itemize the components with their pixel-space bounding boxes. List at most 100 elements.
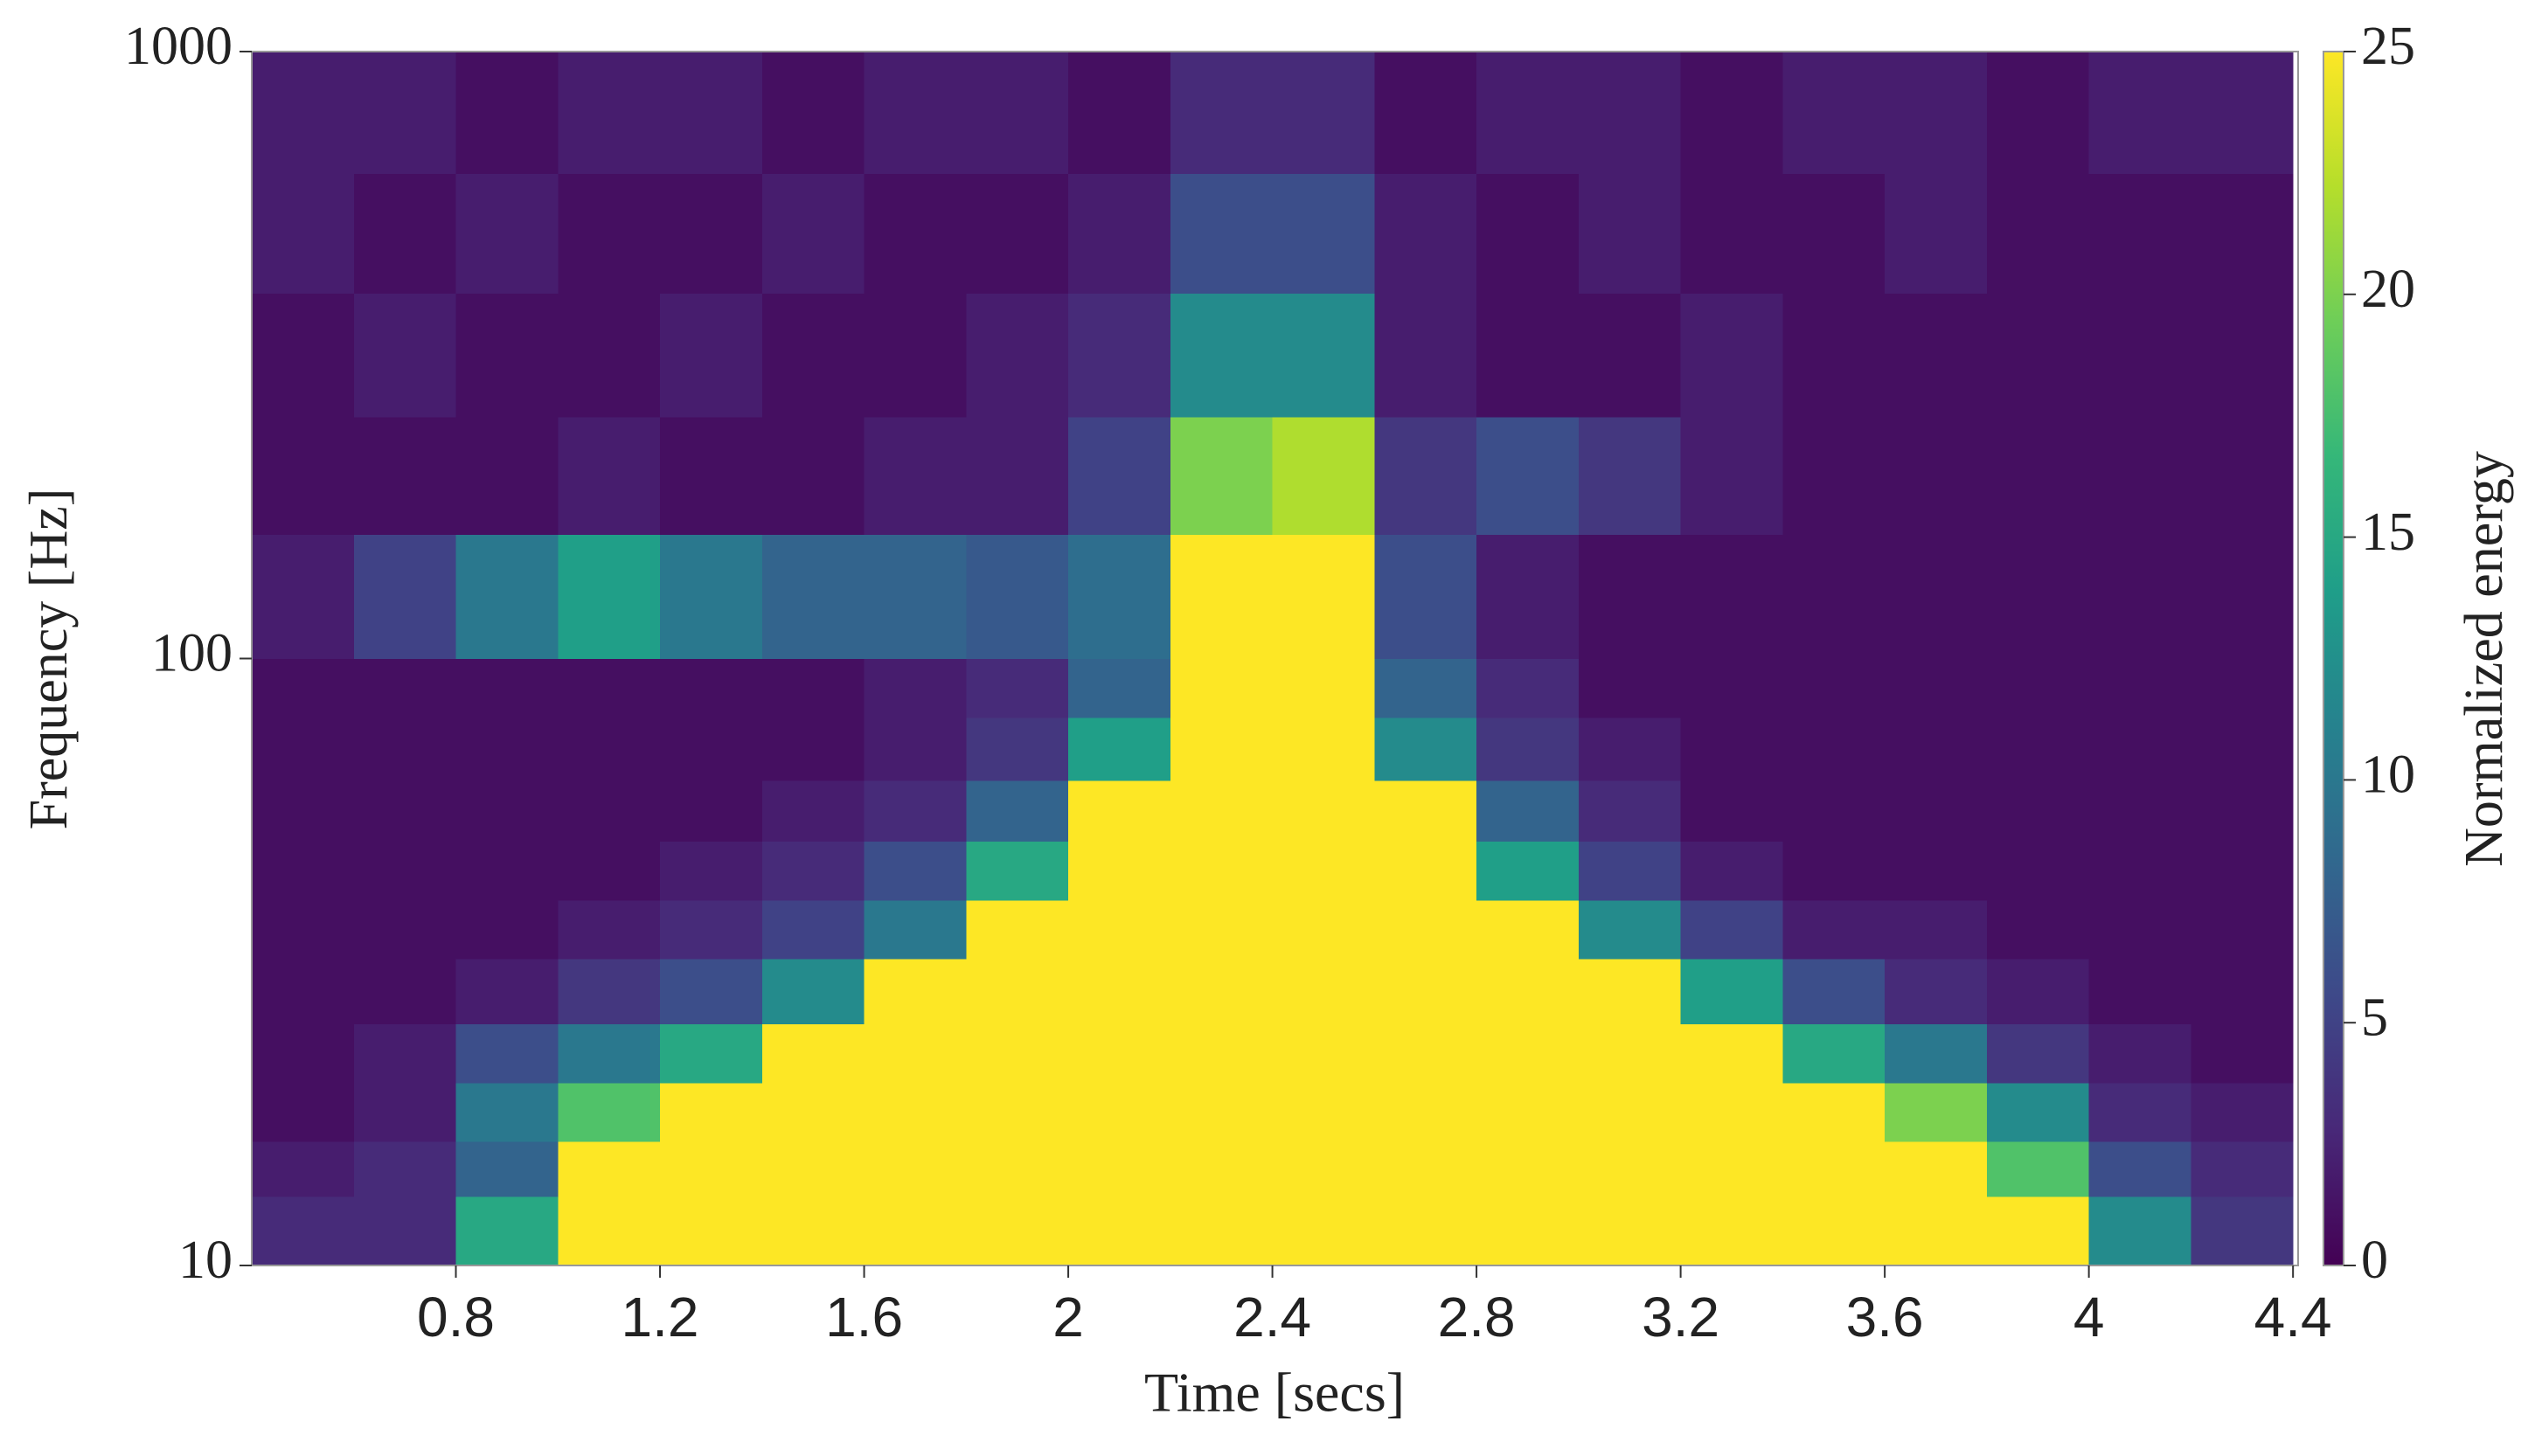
heatmap-cell xyxy=(1170,293,1274,418)
heatmap-cell xyxy=(864,1082,967,1142)
heatmap-cell xyxy=(966,52,1069,174)
heatmap-cell xyxy=(2191,417,2294,536)
heatmap-cell xyxy=(1986,534,2090,659)
heatmap-cell xyxy=(1170,717,1274,781)
heatmap-cell xyxy=(761,52,865,174)
heatmap-cell xyxy=(864,293,967,418)
heatmap-cell xyxy=(1170,780,1274,842)
heatmap-cell xyxy=(1170,959,1274,1025)
heatmap-cell xyxy=(1782,959,1886,1025)
heatmap-cell xyxy=(864,173,967,294)
heatmap-cell xyxy=(1986,52,2090,174)
heatmap-cell xyxy=(1170,658,1274,718)
heatmap-cell xyxy=(353,293,457,418)
heatmap-cell xyxy=(1170,52,1274,174)
heatmap-cell xyxy=(1986,173,2090,294)
heatmap-cell xyxy=(558,417,661,536)
x-tick-label: 3.6 xyxy=(1846,1286,1924,1349)
heatmap-cell xyxy=(252,959,355,1025)
heatmap-cell xyxy=(1068,1141,1171,1197)
heatmap-cell xyxy=(252,417,355,536)
heatmap-cell xyxy=(353,717,457,781)
heatmap-cell xyxy=(1068,173,1171,294)
heatmap-cell xyxy=(1374,1141,1477,1197)
heatmap-cell xyxy=(1272,658,1375,718)
heatmap-cell xyxy=(2088,717,2191,781)
heatmap-cell xyxy=(1885,1082,1988,1142)
heatmap-cell xyxy=(1068,1082,1171,1142)
heatmap-cell xyxy=(1476,52,1580,174)
heatmap-cell xyxy=(1476,959,1580,1025)
heatmap-cell xyxy=(2088,173,2191,294)
heatmap-cell xyxy=(864,780,967,842)
heatmap-cell xyxy=(864,417,967,536)
heatmap-cell xyxy=(558,1082,661,1142)
heatmap-cell xyxy=(761,959,865,1025)
heatmap-cell xyxy=(1782,52,1886,174)
heatmap-cell xyxy=(1680,52,1783,174)
heatmap-cell xyxy=(864,658,967,718)
heatmap-cell xyxy=(1068,899,1171,960)
heatmap-cell xyxy=(455,1082,559,1142)
heatmap-cell xyxy=(761,1141,865,1197)
heatmap-cell xyxy=(1068,534,1171,659)
heatmap-cell xyxy=(1374,959,1477,1025)
heatmap-cell xyxy=(1986,841,2090,901)
heatmap-cell xyxy=(1885,959,1988,1025)
heatmap-cell xyxy=(1986,1082,2090,1142)
heatmap-cell xyxy=(1782,1082,1886,1142)
heatmap-cell xyxy=(1374,717,1477,781)
heatmap-cell xyxy=(1068,959,1171,1025)
heatmap-cell xyxy=(1272,293,1375,418)
heatmap-cell xyxy=(966,841,1069,901)
heatmap-cell xyxy=(1986,417,2090,536)
heatmap-cell xyxy=(864,1023,967,1084)
heatmap-cell xyxy=(1782,717,1886,781)
heatmap-cell xyxy=(1068,1196,1171,1266)
heatmap-cell xyxy=(1170,899,1274,960)
heatmap-cell xyxy=(353,658,457,718)
heatmap-cell xyxy=(1680,658,1783,718)
heatmap-cell xyxy=(2088,841,2191,901)
x-tick-label: 2.8 xyxy=(1438,1286,1516,1349)
heatmap-cell xyxy=(660,1082,763,1142)
heatmap-cell xyxy=(1885,658,1988,718)
heatmap-cell xyxy=(761,293,865,418)
heatmap-cell xyxy=(252,173,355,294)
heatmap-cell xyxy=(1782,658,1886,718)
heatmap-cell xyxy=(2191,841,2294,901)
heatmap-cell xyxy=(660,293,763,418)
colorbar-label: Normalized energy xyxy=(2455,451,2514,867)
heatmap-cell xyxy=(1782,899,1886,960)
heatmap-cell xyxy=(1782,841,1886,901)
colorbar-tick-label: 0 xyxy=(2361,1231,2388,1290)
heatmap-cell xyxy=(761,1196,865,1266)
heatmap-cell xyxy=(252,658,355,718)
heatmap-cell xyxy=(2191,1082,2294,1142)
heatmap-cell xyxy=(966,717,1069,781)
heatmap-cell xyxy=(1986,1023,2090,1084)
heatmap-cell xyxy=(252,52,355,174)
heatmap-cell xyxy=(966,417,1069,536)
heatmap-cell xyxy=(353,1082,457,1142)
x-tick-label: 1.6 xyxy=(825,1286,903,1349)
heatmap-cell xyxy=(1170,841,1274,901)
heatmap-cell xyxy=(1578,780,1682,842)
heatmap-cell xyxy=(1578,173,1682,294)
x-tick-label: 1.2 xyxy=(622,1286,699,1349)
heatmap-cell xyxy=(1374,52,1477,174)
heatmap-cell xyxy=(660,52,763,174)
heatmap-cell xyxy=(558,780,661,842)
heatmap-cell xyxy=(1680,717,1783,781)
heatmap-cell xyxy=(1476,1023,1580,1084)
heatmap-cell xyxy=(252,1023,355,1084)
x-tick-label: 4.4 xyxy=(2254,1286,2332,1349)
heatmap-cell xyxy=(558,293,661,418)
heatmap-cell xyxy=(1986,780,2090,842)
heatmap-cell xyxy=(660,899,763,960)
heatmap-cell xyxy=(1068,717,1171,781)
heatmap-cell xyxy=(966,899,1069,960)
heatmap-cell xyxy=(353,534,457,659)
heatmap-cell xyxy=(966,1082,1069,1142)
heatmap-cell xyxy=(455,717,559,781)
